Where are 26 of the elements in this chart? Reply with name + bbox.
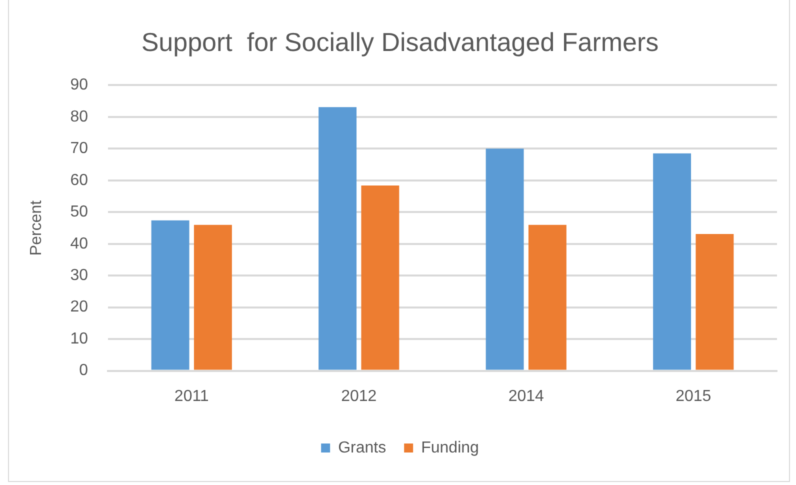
y-tick-label: 40 bbox=[70, 235, 88, 252]
y-tick-label: 50 bbox=[70, 204, 88, 221]
bar bbox=[194, 224, 232, 370]
x-tick-label: 2011 bbox=[174, 388, 209, 405]
y-tick-label: 80 bbox=[70, 108, 88, 126]
y-tick-label: 90 bbox=[70, 76, 88, 94]
legend-label: Funding bbox=[421, 439, 479, 456]
bar bbox=[528, 224, 566, 370]
y-tick-label: 60 bbox=[70, 172, 88, 189]
bar bbox=[151, 220, 190, 370]
bar bbox=[486, 148, 524, 370]
y-tick-label: 30 bbox=[70, 267, 88, 284]
x-tick-label: 2012 bbox=[341, 388, 377, 405]
bar bbox=[361, 185, 400, 370]
y-tick-label: 0 bbox=[79, 362, 88, 380]
legend-label: Grants bbox=[338, 439, 386, 456]
y-tick-label: 10 bbox=[70, 330, 88, 348]
y-tick-label: 70 bbox=[70, 140, 88, 158]
y-tick-label: 20 bbox=[70, 298, 88, 316]
x-tick-label: 2015 bbox=[676, 388, 712, 405]
x-tick-label: 2014 bbox=[508, 388, 544, 405]
chart-title: Support for Socially Disadvantaged Farmers bbox=[141, 26, 659, 57]
bar bbox=[318, 107, 357, 370]
bar bbox=[653, 153, 692, 370]
bar bbox=[696, 234, 734, 370]
y-axis-title: Percent bbox=[28, 200, 46, 256]
